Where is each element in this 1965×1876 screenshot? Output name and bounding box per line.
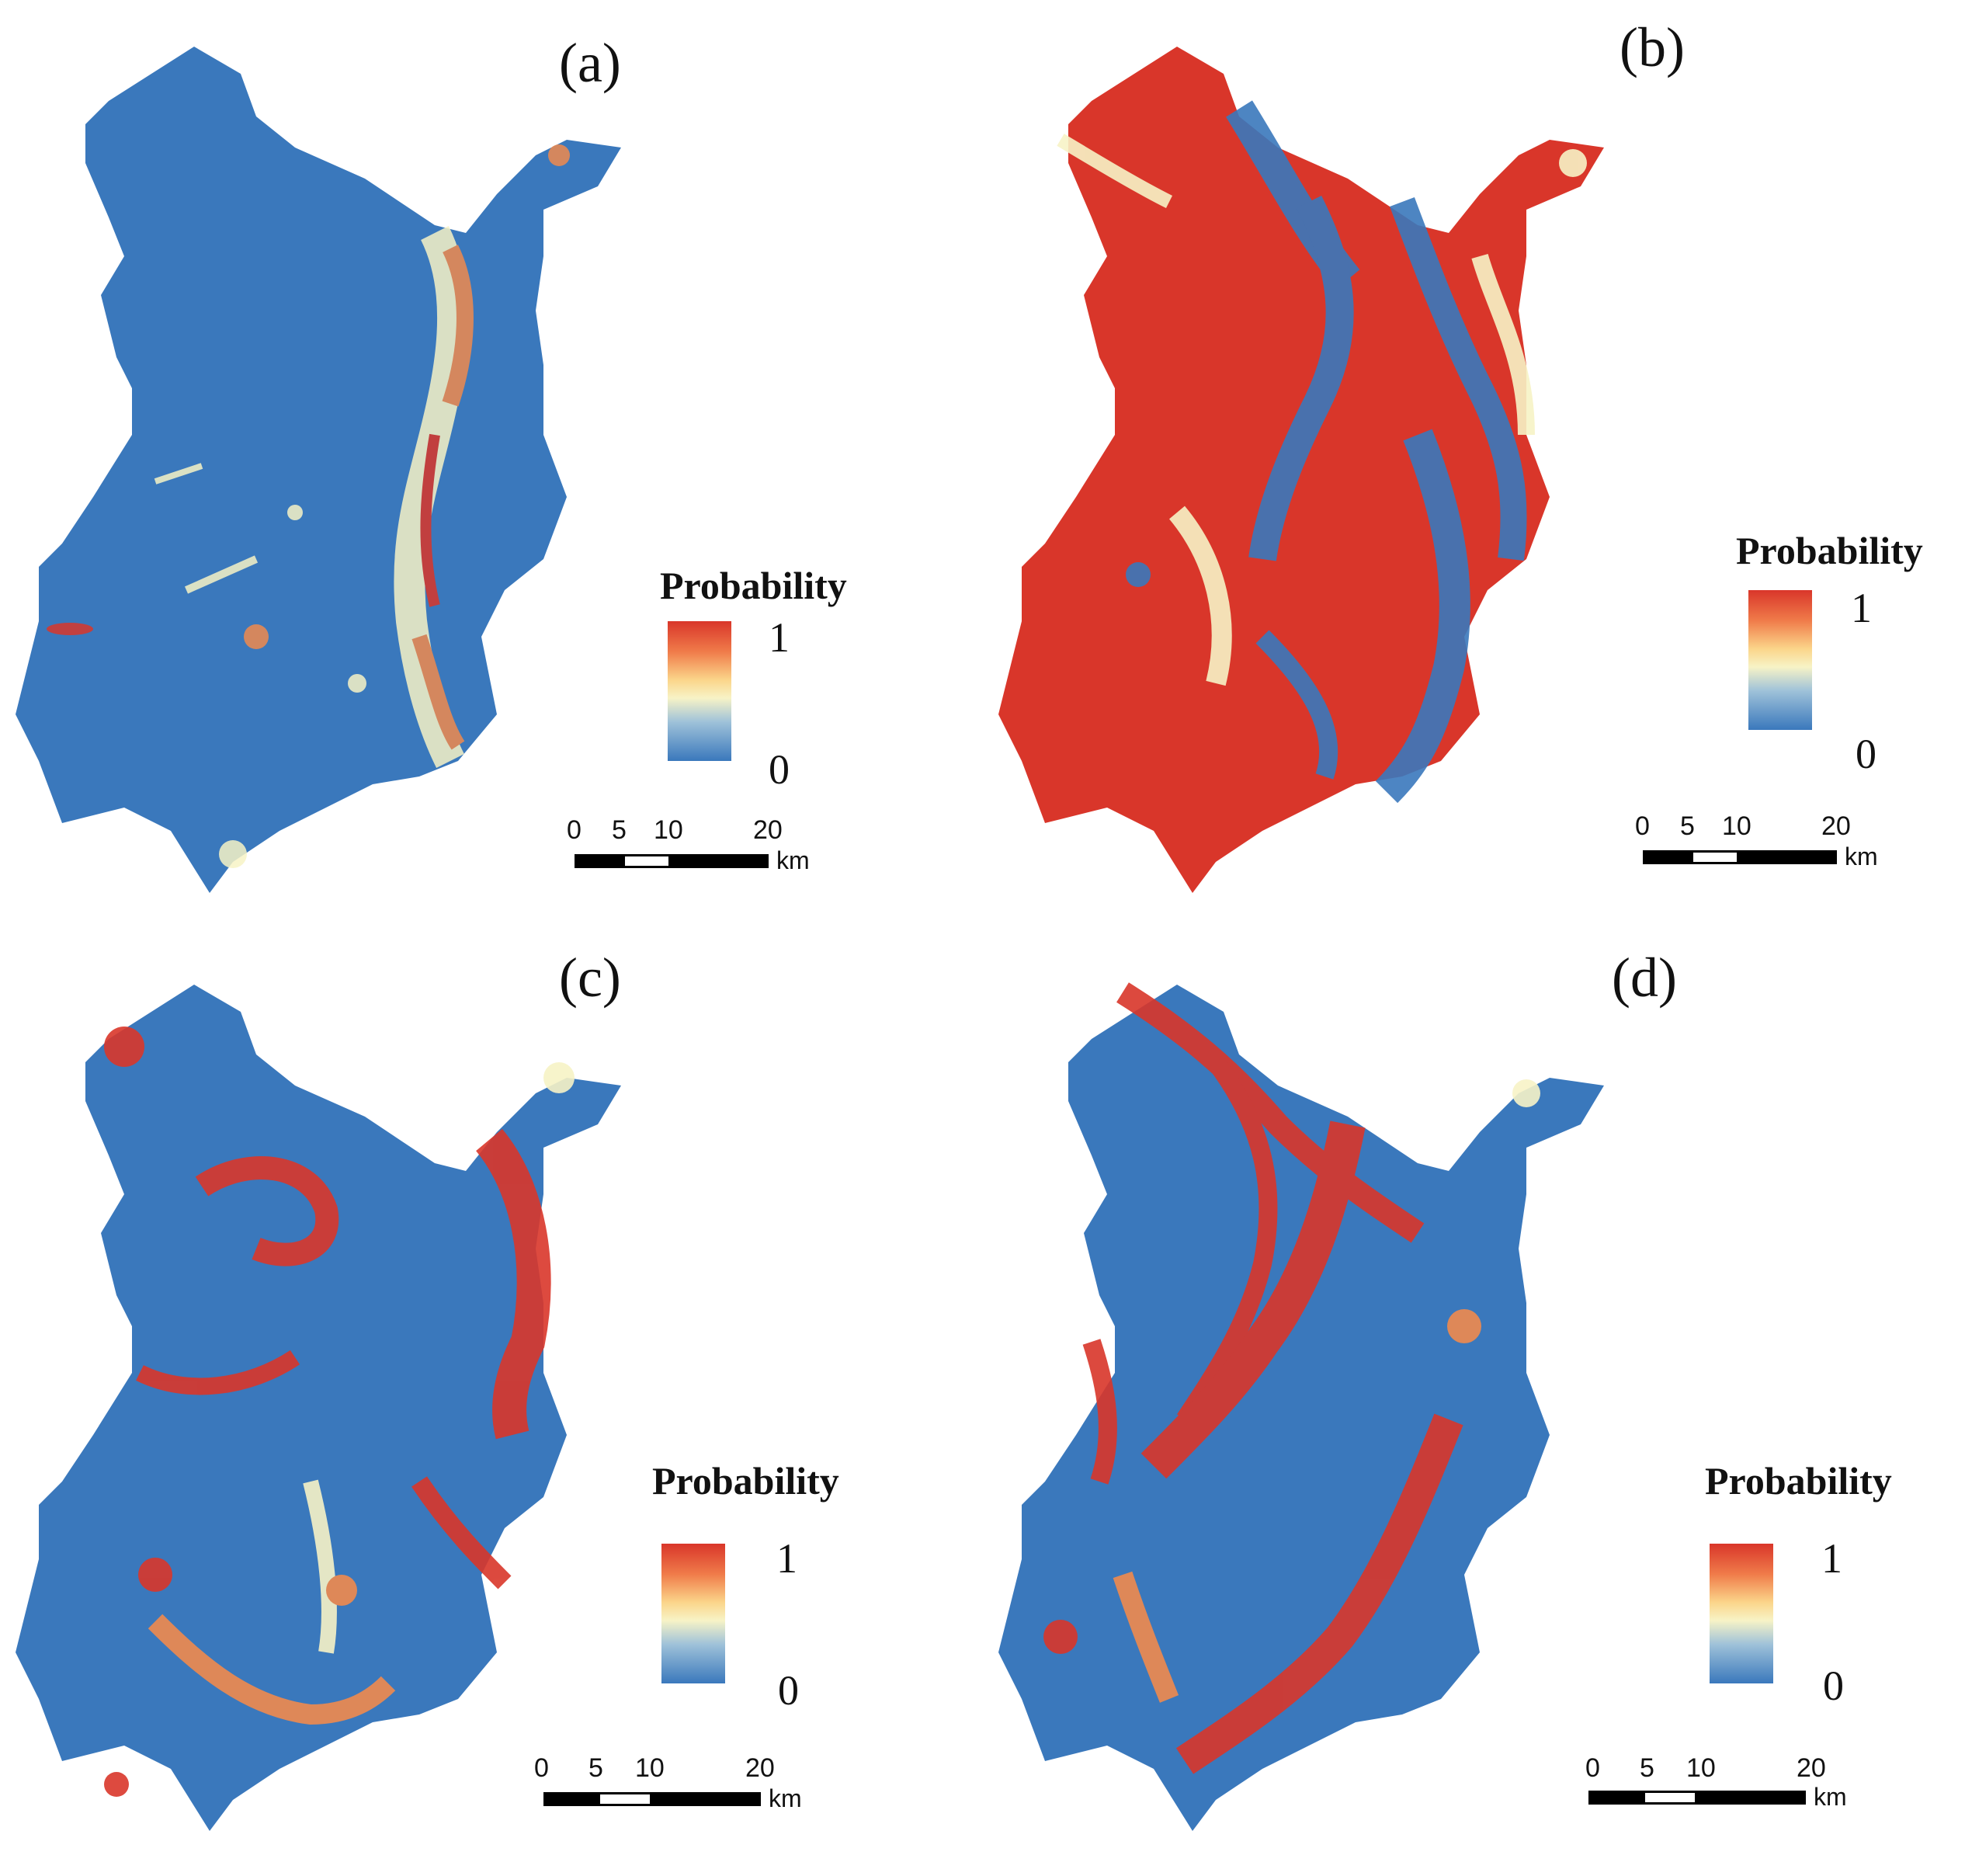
scale-unit: km — [1845, 842, 1878, 870]
probability-map-b — [998, 47, 1604, 893]
legend-max-label: 1 — [769, 614, 790, 661]
legend-title: Probability — [1705, 1459, 1892, 1503]
scale-bar-ticks: 0 5 10 20 — [534, 1753, 775, 1784]
scale-unit: km — [769, 1784, 802, 1812]
scale-tick: 10 — [1686, 1753, 1716, 1783]
scale-tick: 5 — [1640, 1753, 1654, 1783]
legend-min-label: 0 — [1823, 1662, 1844, 1709]
legend-min-label: 0 — [769, 746, 790, 793]
panel-label: (d) — [1612, 947, 1677, 1009]
scale-bar — [543, 1792, 761, 1806]
legend-title: Probability — [1736, 529, 1923, 572]
probability-map-d — [998, 982, 1604, 1831]
panel-label: (c) — [559, 947, 621, 1009]
legend-max-label: 1 — [1851, 585, 1872, 631]
legend-min-label: 0 — [1856, 731, 1876, 777]
legend-color-ramp — [668, 621, 731, 761]
scale-tick: 5 — [1680, 811, 1695, 841]
map-panel-c: (c) Probability 1 0 0 5 10 20 km — [0, 938, 982, 1876]
scale-bar-ticks: 0 5 10 20 — [1585, 1753, 1826, 1784]
scale-tick: 0 — [1635, 811, 1650, 841]
scale-tick: 10 — [635, 1753, 665, 1783]
scale-tick: 20 — [753, 815, 783, 845]
scale-tick: 10 — [1722, 811, 1751, 841]
legend-title: Probability — [652, 1459, 839, 1503]
legend-max-label: 1 — [776, 1535, 797, 1582]
scale-bar — [1643, 850, 1837, 864]
scale-unit: km — [776, 846, 810, 874]
legend-color-ramp — [1748, 590, 1812, 730]
scale-bar-ticks: 0 5 10 20 — [1635, 811, 1868, 842]
scale-tick: 20 — [745, 1753, 775, 1783]
scale-tick: 0 — [567, 815, 582, 845]
scale-tick: 20 — [1797, 1753, 1826, 1783]
legend-min-label: 0 — [778, 1667, 799, 1714]
legend-title: Probability — [660, 564, 847, 607]
map-panel-a: (a) Probability 1 0 0 5 10 20 km — [0, 0, 982, 938]
panel-label: (b) — [1620, 16, 1685, 78]
legend-color-ramp — [1710, 1544, 1773, 1683]
legend-color-ramp — [661, 1544, 725, 1683]
scale-bar-ticks: 0 5 10 20 — [567, 815, 800, 846]
legend-max-label: 1 — [1821, 1535, 1842, 1582]
scale-tick: 0 — [1585, 1753, 1600, 1783]
scale-bar — [1588, 1791, 1806, 1805]
scale-bar — [575, 854, 769, 868]
scale-tick: 20 — [1821, 811, 1851, 841]
scale-unit: km — [1814, 1783, 1847, 1811]
probability-map-c — [16, 985, 621, 1831]
probability-map-a — [16, 47, 621, 893]
scale-tick: 0 — [534, 1753, 549, 1783]
scale-tick: 5 — [588, 1753, 603, 1783]
panel-label: (a) — [559, 32, 621, 94]
map-panel-d: (d) Probability 1 0 0 5 10 20 km — [983, 938, 1965, 1876]
scale-tick: 5 — [612, 815, 627, 845]
scale-tick: 10 — [654, 815, 683, 845]
map-panel-b: (b) Probability 1 0 0 5 10 20 km — [983, 0, 1965, 938]
